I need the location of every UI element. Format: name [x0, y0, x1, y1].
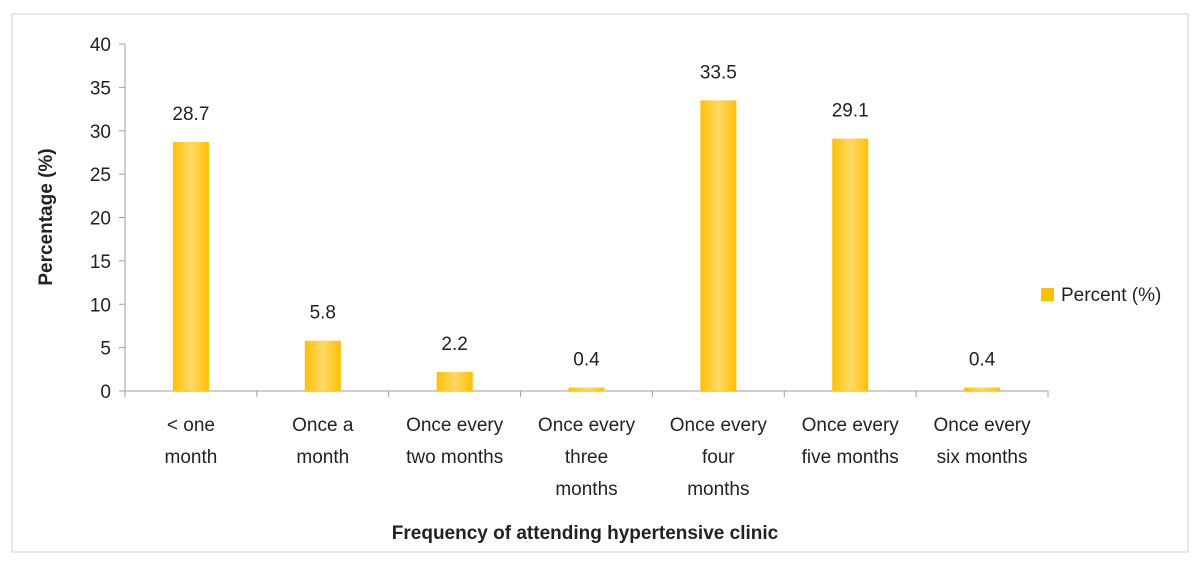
bar — [304, 340, 341, 391]
x-category-label-line: Once a — [292, 415, 354, 436]
bar-series — [172, 100, 1001, 391]
x-category-label-line: five months — [802, 447, 899, 468]
x-category-label-line: Once every — [670, 415, 768, 436]
x-category-label-line: months — [687, 479, 749, 500]
bar-value-label: 0.4 — [573, 350, 600, 371]
x-category-label-line: six months — [937, 447, 1028, 468]
y-tick-label: 0 — [100, 382, 111, 403]
x-category-label: Once every six months — [933, 415, 1031, 468]
x-category-label-line: Once every — [802, 415, 900, 436]
y-tick-label: 10 — [90, 295, 111, 316]
bar-value-label: 28.7 — [172, 104, 209, 125]
legend-swatch — [1041, 288, 1054, 301]
x-category-label: Once every five months — [802, 415, 900, 468]
x-category-label: < one month — [165, 415, 218, 468]
x-category-label: Once every three months — [538, 415, 636, 500]
bar — [172, 142, 209, 391]
x-category-label-line: Once every — [933, 415, 1031, 436]
y-tick-label: 20 — [90, 209, 111, 230]
data-labels: 28.7 5.8 2.2 0.4 33.5 29.1 0.4 — [172, 62, 995, 370]
bar-value-label: 29.1 — [832, 101, 869, 122]
x-category-label-line: four — [702, 447, 735, 468]
y-tick-label: 15 — [90, 252, 111, 273]
x-category-label-line: month — [165, 447, 218, 468]
x-category-label-line: month — [296, 447, 349, 468]
y-axis-title: Percentage (%) — [36, 148, 57, 285]
legend: Percent (%) — [1041, 285, 1161, 306]
bar-value-label: 33.5 — [700, 62, 737, 83]
bar — [568, 387, 605, 391]
bar — [832, 138, 869, 391]
bar — [436, 371, 473, 391]
x-category-label: Once a month — [292, 415, 354, 468]
x-category-label-line: two months — [406, 447, 503, 468]
y-tick-label: 30 — [90, 122, 111, 143]
y-axis-ticks: 0 5 10 15 20 25 30 35 40 — [90, 35, 1049, 403]
x-category-label-line: Once every — [538, 415, 636, 436]
bar-value-label: 5.8 — [310, 303, 336, 324]
x-category-label-line: months — [555, 479, 617, 500]
y-tick-label: 40 — [90, 35, 111, 56]
x-category-label-line: Once every — [406, 415, 504, 436]
x-category-label: Once every four months — [670, 415, 768, 500]
bar-value-label: 0.4 — [969, 350, 996, 371]
x-category-label-line: < one — [167, 415, 215, 436]
y-tick-label: 5 — [100, 339, 111, 360]
bar-value-label: 2.2 — [441, 334, 467, 355]
y-tick-label: 25 — [90, 165, 111, 186]
legend-label: Percent (%) — [1061, 285, 1161, 306]
x-category-label-line: three — [565, 447, 608, 468]
bar — [700, 100, 737, 391]
x-category-label: Once every two months — [406, 415, 504, 468]
x-axis-category-labels: < one month Once a month Once every two month… — [165, 415, 1032, 500]
x-axis-title: Frequency of attending hypertensive clin… — [392, 523, 779, 544]
y-tick-label: 35 — [90, 78, 111, 99]
bar — [964, 387, 1001, 391]
